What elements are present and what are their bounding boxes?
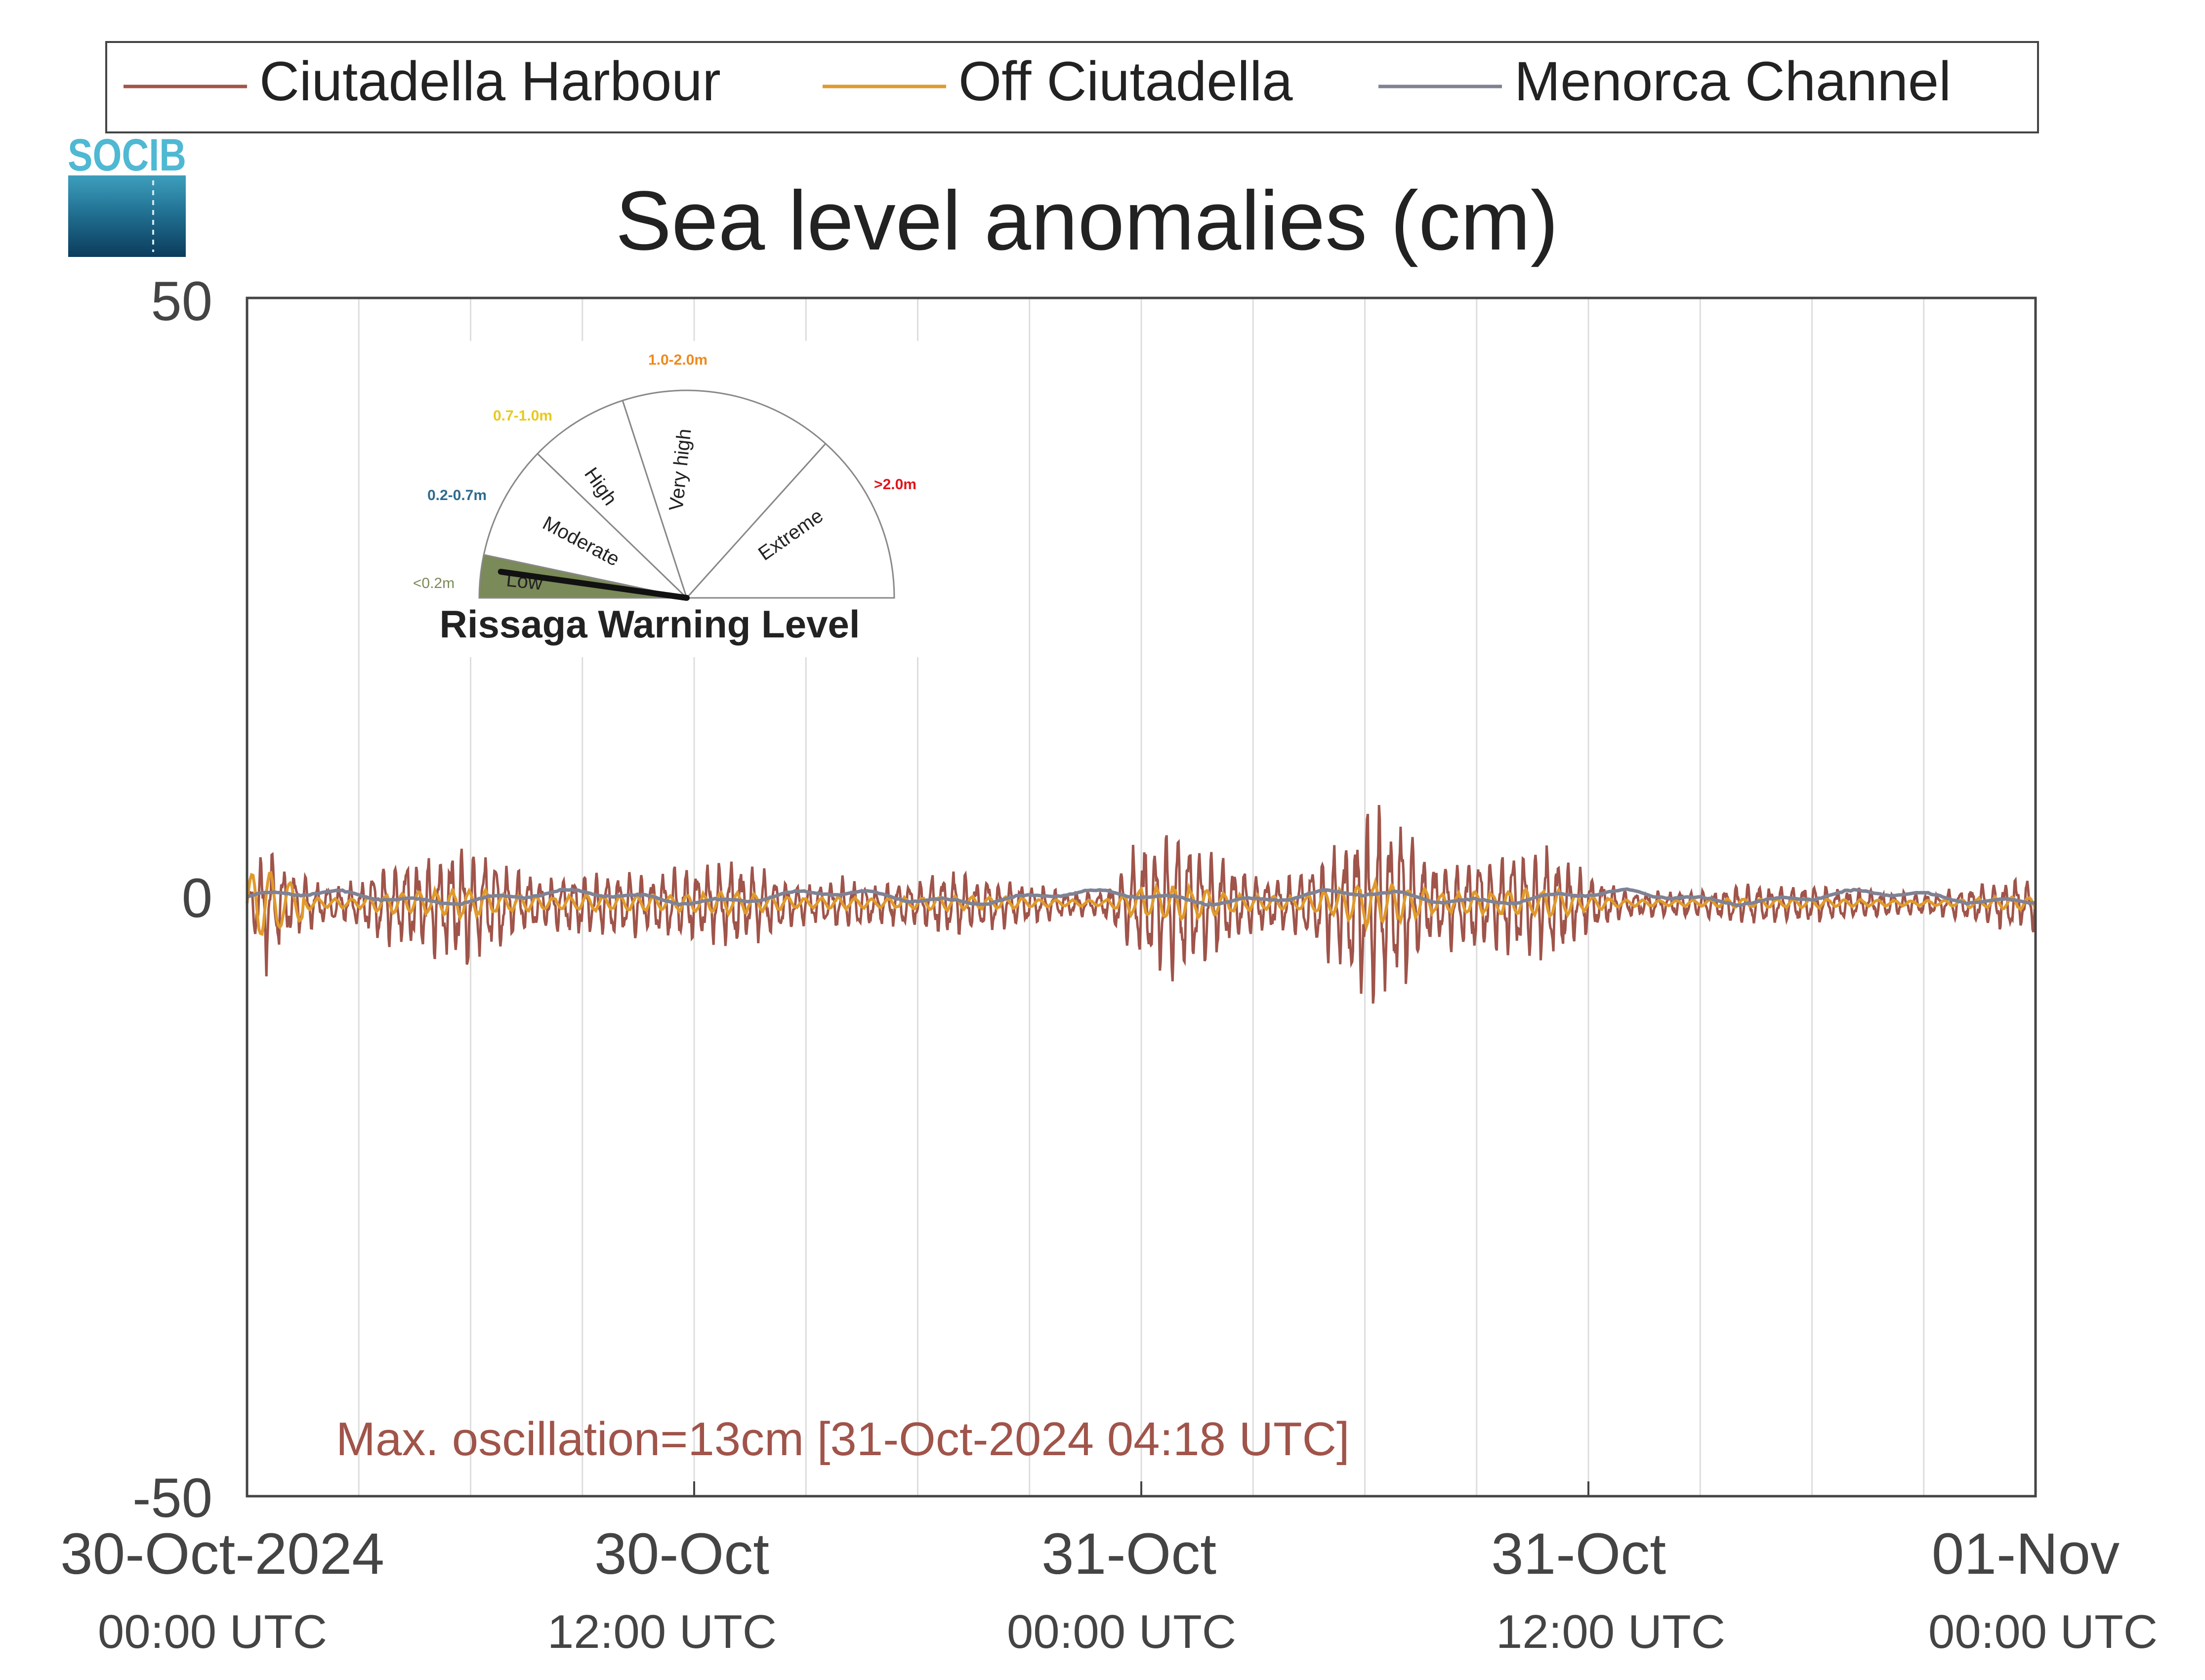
- range-label-moderate: 0.2-0.7m: [427, 487, 487, 504]
- x-tick-time-2: 00:00 UTC: [1007, 1605, 1236, 1658]
- range-label-extreme: >2.0m: [874, 476, 916, 493]
- socib-logo: SOCIB: [68, 130, 186, 257]
- gauge-sector-high: [536, 399, 688, 599]
- range-label-high: 0.7-1.0m: [493, 408, 552, 424]
- x-tick-date-4: 01-Nov: [1932, 1521, 2120, 1587]
- series-layer: [246, 805, 2037, 1004]
- gauge-sector-moderate: [483, 453, 689, 599]
- gauge-sector-extreme: [685, 442, 895, 599]
- x-tick-labels: 30-Oct-2024 00:00 UTC 30-Oct 12:00 UTC 3…: [60, 1521, 2158, 1658]
- x-tick-date-0: 30-Oct-2024: [60, 1521, 384, 1587]
- rissaga-inset: Low Moderate High Very high Extreme <0.2…: [390, 341, 924, 657]
- series-menorca-channel: [246, 887, 2036, 907]
- legend-label-menorca-channel: Menorca Channel: [1514, 50, 1951, 112]
- range-label-very-high: 1.0-2.0m: [648, 352, 707, 368]
- x-tick-date-2: 31-Oct: [1041, 1521, 1216, 1587]
- gauge-needle: [498, 569, 690, 601]
- x-tick-time-3: 12:00 UTC: [1496, 1605, 1725, 1658]
- logo-text: SOCIB: [68, 130, 186, 180]
- legend-frame: [105, 41, 2039, 133]
- legend-label-ciutadella-harbour: Ciutadella Harbour: [259, 50, 721, 112]
- y-tick-label-50: 50: [151, 270, 212, 332]
- y-tick-label-0: 0: [182, 867, 212, 929]
- legend-label-off-ciutadella: Off Ciutadella: [958, 50, 1293, 112]
- inset-title: Rissaga Warning Level: [439, 602, 860, 646]
- legend: Ciutadella Harbour Off Ciutadella Menorc…: [105, 41, 2039, 133]
- logo-block: [68, 175, 186, 257]
- range-label-low: <0.2m: [413, 575, 455, 591]
- chart-title: Sea level anomalies (cm): [616, 174, 1559, 268]
- x-tick-time-1: 12:00 UTC: [547, 1605, 777, 1658]
- series-ciutadella-harbour: [246, 805, 2036, 1004]
- x-tick-time-0: 00:00 UTC: [98, 1605, 327, 1658]
- x-tick-date-1: 30-Oct: [594, 1521, 769, 1587]
- x-tick-time-4: 00:00 UTC: [1928, 1605, 2158, 1658]
- gauge-sector-very-high: [622, 389, 827, 599]
- y-tick-label-minus50: -50: [132, 1467, 212, 1529]
- x-tick-date-3: 31-Oct: [1491, 1521, 1666, 1587]
- plot-frame: [246, 296, 2037, 1498]
- max-oscillation-note: Max. oscillation=13cm [31-Oct-2024 04:18…: [336, 1413, 1350, 1466]
